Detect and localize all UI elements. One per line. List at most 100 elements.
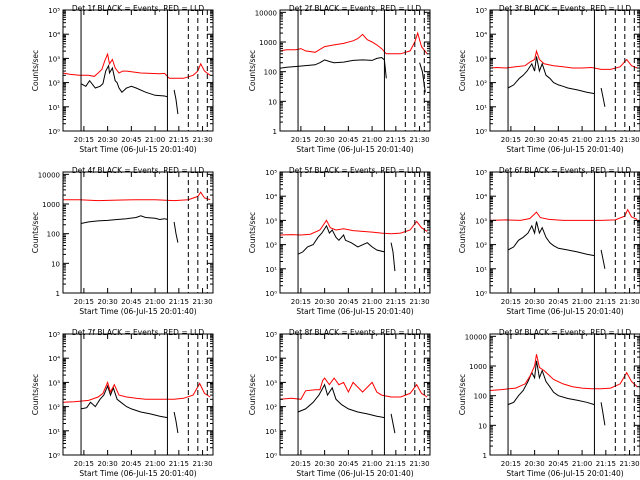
y-tick-label: 10⁴ [48,355,60,363]
y-tick-label: 10000 [38,171,60,179]
y-axis-label: Counts/sec [458,212,467,253]
y-axis-label: Counts/sec [248,212,257,253]
x-tick-label: 20:30 [98,298,118,306]
y-tick-label: 10³ [48,55,60,63]
y-tick-label: 10¹ [48,104,60,112]
y-tick-label: 10⁰ [48,128,60,136]
x-tick-label: 21:00 [362,298,382,306]
y-tick-label: 100 [474,393,487,401]
panel-det-2: 1 10 100 1000 10000 20:15 20:30 20:45 21:00 21:15… [248,4,431,154]
panel-det-1: 10⁰ 10¹ 10² 10³ 10⁴ 10⁵ 20:15 20:30 20:45 21:00 21… [31,4,214,154]
panel-title: Det 1f BLACK = Events, RED = LLD [72,4,205,13]
y-tick-label: 100 [264,69,277,77]
x-tick-label: 20:45 [548,298,568,306]
plot-frame [489,333,640,456]
panel-title: Det 7f BLACK = Events, RED = LLD [72,328,205,337]
x-tick-label: 21:30 [409,460,429,468]
x-axis-label: Start Time (06-Jul-15 20:01:40) [506,469,623,478]
x-tick-label: 21:15 [169,298,189,306]
x-tick-label: 20:30 [315,460,335,468]
y-axis-label: Counts/sec [31,212,40,253]
x-tick-label: 20:30 [315,298,335,306]
x-tick-label: 21:00 [572,298,592,306]
plot-frame [62,333,214,456]
y-tick-label: 10⁰ [265,290,277,298]
x-tick-label: 21:00 [145,136,165,144]
x-tick-label: 21:15 [386,136,406,144]
x-tick-label: 20:15 [501,136,521,144]
series-events-line [507,56,595,95]
x-tick-label: 20:15 [501,460,521,468]
y-tick-label: 10³ [475,217,487,225]
series-events-line [507,360,595,406]
panel-title: Det 5f BLACK = Events, RED = LLD [289,166,422,175]
y-axis-label: Counts/sec [31,50,40,91]
x-tick-label: 21:15 [596,136,616,144]
y-tick-label: 10³ [265,217,277,225]
series-lld-line [63,191,211,202]
panel-det-7: 10⁰ 10¹ 10² 10³ 10⁴ 10⁵ 20:15 20:30 20:45 21:00 21… [31,328,214,478]
y-tick-label: 1 [273,128,277,136]
y-tick-label: 10² [48,404,60,412]
y-axis-label: Counts/sec [248,374,257,415]
y-tick-label: 10¹ [475,104,487,112]
y-tick-label: 10⁴ [48,31,60,39]
y-tick-label: 10² [475,242,487,250]
series-lld-line [62,380,211,403]
x-tick-label: 21:30 [192,298,212,306]
x-axis-label: Start Time (06-Jul-15 20:01:40) [296,307,413,316]
y-axis-label: Counts/sec [248,50,257,91]
x-tick-label: 20:30 [98,136,118,144]
series-lld-line [279,377,428,400]
x-axis-label: Start Time (06-Jul-15 20:01:40) [79,145,196,154]
series-events-line [173,89,179,115]
y-tick-label: 100 [47,231,60,239]
x-axis-label: Start Time (06-Jul-15 20:01:40) [506,307,623,316]
x-tick-label: 21:30 [619,136,639,144]
x-tick-label: 20:30 [525,460,545,468]
panel-title: Det 8f BLACK = Events, RED = LLD [289,328,422,337]
y-tick-label: 10⁵ [475,7,487,15]
y-axis-label: Counts/sec [31,374,40,415]
x-tick-label: 20:45 [338,136,358,144]
y-tick-label: 10² [265,404,277,412]
y-axis-label: Counts/sec [458,50,467,91]
x-axis-label: Start Time (06-Jul-15 20:01:40) [296,469,413,478]
panel-det-5: 10⁰ 10¹ 10² 10³ 10⁴ 10⁵ 20:15 20:30 20:45 21:00 21… [248,166,431,316]
x-tick-label: 21:00 [145,460,165,468]
x-tick-label: 20:45 [121,298,141,306]
y-tick-label: 10⁵ [265,169,277,177]
x-tick-label: 21:30 [409,136,429,144]
y-tick-label: 10⁵ [475,169,487,177]
y-tick-label: 10¹ [475,266,487,274]
x-tick-label: 20:45 [121,136,141,144]
series-events-line [80,215,168,224]
y-tick-label: 1000 [469,363,487,371]
y-tick-label: 10² [475,80,487,88]
x-tick-label: 20:30 [525,136,545,144]
series-events-line [600,402,606,426]
y-tick-label: 10⁴ [265,355,277,363]
series-lld-line [279,219,428,236]
series-events-line [173,221,179,243]
x-tick-label: 20:45 [548,136,568,144]
x-tick-label: 20:30 [98,460,118,468]
x-tick-label: 20:30 [525,298,545,306]
panel-det-6: 10⁰ 10¹ 10² 10³ 10⁴ 10⁵ 20:15 20:30 20:45 21:00 21… [458,166,640,316]
plot-frame [279,333,431,456]
y-tick-label: 10000 [255,9,277,17]
x-tick-label: 21:15 [386,298,406,306]
y-tick-label: 10² [48,80,60,88]
y-tick-label: 10³ [475,55,487,63]
panel-title: Det 2f BLACK = Events, RED = LLD [289,4,422,13]
panel-title: Det 4f BLACK = Events, RED = LLD [72,166,205,175]
y-tick-label: 10⁰ [265,452,277,460]
x-axis-label: Start Time (06-Jul-15 20:01:40) [296,145,413,154]
x-tick-label: 20:15 [74,298,94,306]
y-tick-label: 10³ [265,379,277,387]
x-tick-label: 20:15 [291,136,311,144]
x-tick-label: 20:45 [121,460,141,468]
x-tick-label: 21:00 [572,136,592,144]
x-tick-label: 21:00 [572,460,592,468]
y-tick-label: 10² [265,242,277,250]
